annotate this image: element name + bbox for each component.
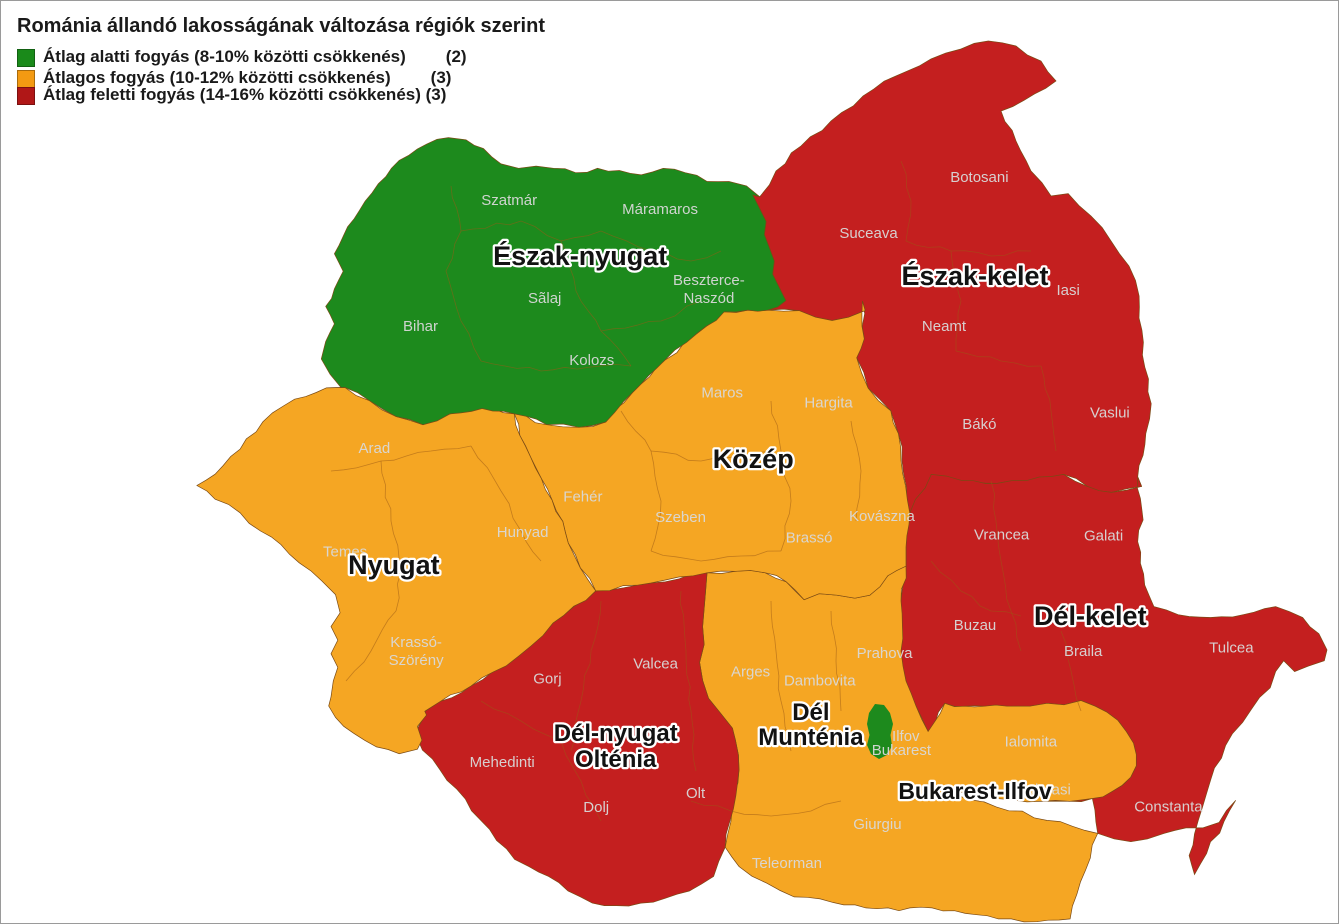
svg-text:Mehedinti: Mehedinti [470,754,535,771]
svg-text:Buzau: Buzau [954,617,997,634]
svg-text:Brassó: Brassó [786,529,833,546]
svg-text:Szatmár: Szatmár [481,192,537,209]
svg-text:Bukarest: Bukarest [872,742,932,759]
svg-text:Gorj: Gorj [533,671,561,688]
svg-text:Dolj: Dolj [583,799,609,816]
svg-text:Beszterce-: Beszterce- [673,272,745,289]
svg-text:Galati: Galati [1084,528,1123,545]
svg-text:Vaslui: Vaslui [1090,404,1130,421]
svg-text:Olténia: Olténia [575,746,657,773]
svg-text:Prahova: Prahova [857,645,914,662]
svg-text:Bákó: Bákó [962,416,996,433]
svg-text:Szeben: Szeben [655,509,706,526]
svg-text:Giurgiu: Giurgiu [853,816,901,833]
svg-text:Valcea: Valcea [633,655,678,672]
svg-text:Neamt: Neamt [922,318,967,335]
svg-text:Teleorman: Teleorman [752,855,822,872]
svg-text:Naszód: Naszód [683,290,734,307]
svg-text:Dambovita: Dambovita [784,672,856,689]
svg-text:Dél-nyugat: Dél-nyugat [554,720,678,747]
svg-text:Ialomita: Ialomita [1005,734,1058,751]
svg-text:Sãlaj: Sãlaj [528,290,561,307]
svg-text:Kolozs: Kolozs [569,352,614,369]
svg-text:Constanta: Constanta [1134,798,1203,815]
svg-text:Bihar: Bihar [403,318,438,335]
svg-text:Máramaros: Máramaros [622,201,698,218]
svg-text:Munténia: Munténia [758,724,864,751]
svg-text:Nyugat: Nyugat [348,550,440,580]
svg-text:Bukarest-Ilfov: Bukarest-Ilfov [898,778,1052,804]
svg-text:Fehér: Fehér [563,489,602,506]
svg-text:Braila: Braila [1064,643,1103,660]
svg-text:Szörény: Szörény [389,652,445,669]
svg-text:Iasi: Iasi [1057,282,1080,299]
svg-text:Hargita: Hargita [804,395,853,412]
svg-text:Krassó-: Krassó- [390,634,442,651]
svg-text:Suceava: Suceava [839,225,898,242]
svg-text:Maros: Maros [701,385,743,402]
svg-text:Olt: Olt [686,785,706,802]
svg-text:Észak-nyugat: Észak-nyugat [493,240,667,271]
svg-text:Közép: Közép [713,444,794,474]
svg-text:Kovászna: Kovászna [849,508,916,525]
svg-text:Vrancea: Vrancea [974,527,1030,544]
svg-text:Botosani: Botosani [950,169,1008,186]
svg-text:Tulcea: Tulcea [1209,639,1254,656]
svg-text:Észak-kelet: Észak-kelet [901,260,1048,291]
svg-text:Arad: Arad [359,440,391,457]
svg-text:Dél-kelet: Dél-kelet [1034,601,1147,631]
svg-text:Hunyad: Hunyad [497,524,549,541]
svg-text:Dél: Dél [792,699,829,726]
svg-text:Arges: Arges [731,663,770,680]
